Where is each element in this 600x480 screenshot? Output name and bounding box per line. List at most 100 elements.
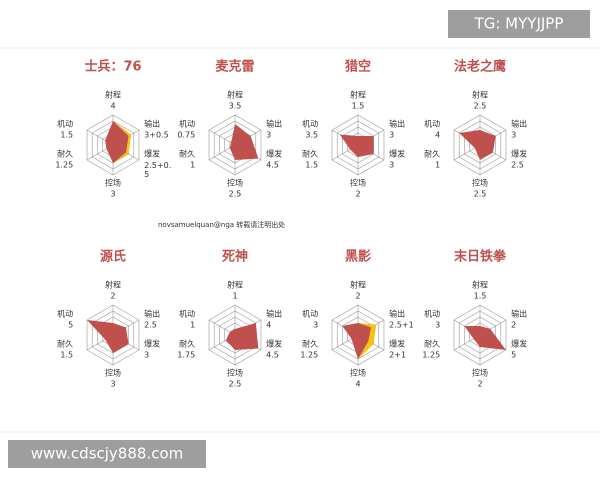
axis-label: 射程 bbox=[105, 280, 121, 290]
value-label: 1.5 bbox=[352, 102, 365, 111]
watermark-box bbox=[8, 440, 206, 468]
axis-label: 射程 bbox=[350, 90, 366, 100]
chart-title: 黑影 bbox=[345, 249, 371, 265]
value-label: 3 bbox=[266, 131, 271, 140]
value-label: 3 bbox=[389, 131, 394, 140]
value-label: 2 bbox=[511, 321, 516, 330]
axis-label: 耐久 bbox=[57, 339, 73, 349]
value-label: 3 bbox=[110, 380, 115, 389]
value-label: 1 bbox=[190, 161, 195, 170]
value-label: 2 bbox=[110, 292, 115, 301]
axis-label: 控场 bbox=[350, 178, 366, 188]
value-label: 2+1 bbox=[389, 351, 406, 360]
value-label: 3 bbox=[511, 131, 516, 140]
value-label: 1.5 bbox=[474, 292, 487, 301]
chart-title: 源氏 bbox=[100, 249, 126, 265]
axis-label: 机动 bbox=[179, 119, 195, 129]
axis-label: 爆发 bbox=[144, 339, 160, 349]
axis-label: 耐久 bbox=[424, 339, 440, 349]
value-area bbox=[459, 130, 496, 160]
axis-label: 射程 bbox=[105, 90, 121, 100]
axis-label: 爆发 bbox=[266, 339, 282, 349]
value-area bbox=[105, 121, 129, 163]
value-label: 3 bbox=[313, 321, 318, 330]
axis-label: 控场 bbox=[227, 368, 243, 378]
value-area bbox=[229, 124, 259, 160]
value-label: 5 bbox=[511, 351, 516, 360]
value-label: 3.5 bbox=[305, 131, 318, 140]
axis-label: 耐久 bbox=[302, 339, 318, 349]
axis-label: 射程 bbox=[227, 90, 243, 100]
axis-label: 机动 bbox=[424, 119, 440, 129]
chart-title: 猎空 bbox=[345, 59, 371, 75]
value-label: 4 bbox=[435, 131, 440, 140]
axis-label: 耐久 bbox=[179, 339, 195, 349]
chart-title: 法老之鹰 bbox=[454, 59, 506, 75]
value-area bbox=[87, 320, 129, 353]
axis-label: 机动 bbox=[302, 309, 318, 319]
axis-label: 输出 bbox=[389, 309, 405, 319]
axis-label: 控场 bbox=[350, 368, 366, 378]
value-area bbox=[339, 134, 374, 157]
axis-label: 耐久 bbox=[302, 149, 318, 159]
value-label: 1 bbox=[190, 321, 195, 330]
axis-label: 控场 bbox=[105, 368, 121, 378]
value-label: 0.75 bbox=[177, 131, 195, 140]
axis-label: 输出 bbox=[389, 119, 405, 129]
axis-label: 控场 bbox=[472, 368, 488, 378]
chart-title: 麦克雷 bbox=[215, 59, 254, 75]
axis-label: 耐久 bbox=[57, 149, 73, 159]
value-label: 3+0.5 bbox=[144, 131, 169, 140]
axis-label: 射程 bbox=[350, 280, 366, 290]
axis-label: 机动 bbox=[179, 309, 195, 319]
value-label: 4 bbox=[266, 321, 271, 330]
value-label: 3 bbox=[144, 351, 149, 360]
axis-label: 机动 bbox=[424, 309, 440, 319]
chart-title: 末日铁拳 bbox=[453, 249, 507, 265]
credit: novsamuelquan@nga 转载请注明出处 bbox=[158, 220, 285, 229]
value-label: 2.5 bbox=[229, 380, 242, 389]
value-label: 3 bbox=[389, 161, 394, 170]
grid-spoke bbox=[208, 129, 236, 146]
axis-label: 爆发 bbox=[144, 149, 160, 159]
axis-label: 爆发 bbox=[389, 339, 405, 349]
value-label: 3 bbox=[110, 190, 115, 199]
value-label: 1.5 bbox=[305, 161, 318, 170]
value-label: 2 bbox=[355, 190, 360, 199]
value-label: 1 bbox=[232, 292, 237, 301]
axis-label: 机动 bbox=[57, 119, 73, 129]
axis-label: 输出 bbox=[511, 119, 527, 129]
axis-label: 输出 bbox=[144, 309, 160, 319]
value-label: 1.5 bbox=[60, 351, 73, 360]
value-label: 1.25 bbox=[300, 351, 318, 360]
value-label: 2.5+0. 5 bbox=[144, 161, 171, 179]
axis-label: 机动 bbox=[302, 119, 318, 129]
axis-label: 机动 bbox=[57, 309, 73, 319]
axis-label: 射程 bbox=[472, 280, 488, 290]
axis-label: 输出 bbox=[266, 309, 282, 319]
value-area bbox=[464, 326, 506, 350]
axis-label: 射程 bbox=[227, 280, 243, 290]
value-area bbox=[342, 323, 371, 359]
value-label: 2.5 bbox=[511, 161, 524, 170]
axis-label: 控场 bbox=[472, 178, 488, 188]
chart-title: 死神 bbox=[222, 249, 248, 265]
value-label: 1.5 bbox=[60, 131, 73, 140]
value-label: 2 bbox=[477, 380, 482, 389]
axis-label: 输出 bbox=[144, 119, 160, 129]
axis-label: 爆发 bbox=[266, 149, 282, 159]
value-label: 5 bbox=[68, 321, 73, 330]
value-label: 2 bbox=[355, 292, 360, 301]
watermark: www.cdscjy888.com bbox=[31, 445, 184, 463]
value-label: 4.5 bbox=[266, 161, 279, 170]
value-label: 2.5+1 bbox=[389, 321, 414, 330]
value-area bbox=[225, 323, 259, 350]
value-label: 2.5 bbox=[474, 102, 487, 111]
axis-label: 射程 bbox=[472, 90, 488, 100]
value-label: 1.25 bbox=[422, 351, 440, 360]
axis-label: 输出 bbox=[266, 119, 282, 129]
axis-label: 爆发 bbox=[389, 149, 405, 159]
value-label: 2.5 bbox=[474, 190, 487, 199]
